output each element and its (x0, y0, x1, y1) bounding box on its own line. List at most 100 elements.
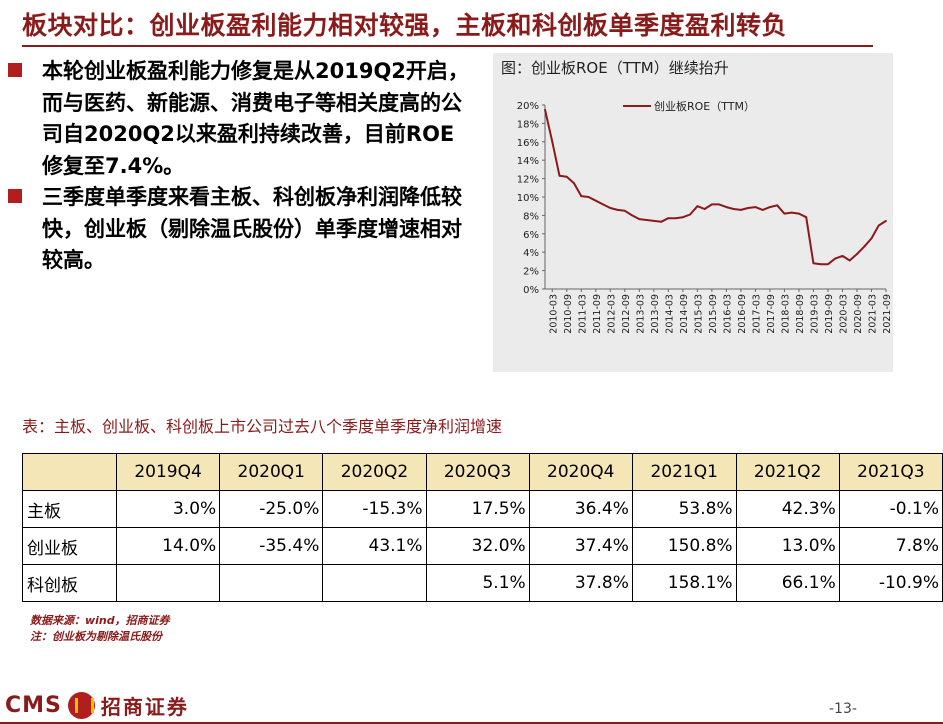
roe-data-point (834, 257, 837, 260)
roe-data-point (798, 212, 800, 215)
profit-growth-table: 2019Q4 2020Q1 2020Q2 2020Q3 2020Q4 2021Q… (22, 453, 943, 602)
table-cell: 14.0% (115, 527, 221, 565)
x-tick-label: 2021-03 (867, 294, 878, 334)
roe-data-point (587, 196, 590, 198)
y-tick-label: 12% (517, 175, 539, 186)
x-tick-label: 2012-03 (606, 294, 617, 334)
roe-data-point (681, 216, 684, 219)
roe-data-point (819, 263, 822, 266)
y-tick-label: 10% (517, 193, 539, 204)
roe-data-point (551, 140, 554, 143)
roe-data-point (616, 208, 619, 211)
table-header-cell: 2020Q3 (425, 453, 530, 491)
row-label: 主板 (22, 490, 117, 528)
table-cell: 3.0% (115, 490, 221, 528)
roe-data-point (754, 206, 757, 209)
roe-data-point (674, 217, 677, 220)
roe-data-point (732, 208, 735, 210)
y-tick-label: 14% (517, 156, 539, 167)
table-cell: 42.3% (735, 490, 840, 528)
table-header-cell: 2021Q2 (735, 453, 840, 491)
roe-data-point (841, 254, 844, 257)
paragraph-1: 本轮创业板盈利能力修复是从2019Q2开启，而与医药、新能源、消费电子等相关度高… (42, 59, 469, 178)
roe-data-point (565, 175, 568, 178)
x-tick-label: 2015-09 (708, 294, 719, 334)
x-tick-label: 2019-03 (809, 294, 820, 334)
row-label: 创业板 (22, 527, 117, 565)
page-number: -13- (829, 701, 857, 717)
data-source-note: 数据来源：wind，招商证券 (30, 614, 170, 627)
roe-data-point (660, 220, 662, 223)
roe-data-point (703, 208, 706, 210)
table-cell: 36.4% (528, 490, 633, 528)
roe-data-point (863, 245, 866, 248)
legend-label: 创业板ROE（TTM） (654, 99, 755, 113)
y-tick-label: 8% (523, 211, 539, 222)
table-cell: 37.4% (528, 527, 633, 565)
x-tick-label: 2016-09 (737, 294, 748, 334)
table-cell: 37.8% (528, 564, 633, 602)
table-header-cell (22, 453, 117, 491)
x-tick-label: 2020-09 (853, 294, 864, 334)
table-cell: 32.0% (425, 527, 530, 565)
table-cell: 13.0% (735, 527, 840, 565)
roe-data-point (594, 199, 597, 202)
roe-data-point (848, 259, 851, 262)
roe-data-point (739, 208, 742, 211)
x-tick-label: 2015-03 (693, 294, 704, 334)
table-cell: 150.8% (631, 527, 737, 565)
roe-data-point (747, 207, 750, 209)
x-tick-label: 2017-03 (751, 294, 762, 334)
roe-data-point (877, 224, 880, 227)
x-tick-label: 2010-03 (548, 294, 559, 334)
roe-line-chart: 0% 2% 4% 6% 8% 10% 12% 14% 16% 18% 20% 2010-03 2010-… (517, 99, 893, 334)
bullet-marker (8, 189, 22, 203)
table-header-cell: 2019Q4 (115, 453, 221, 491)
table-header-row: 2019Q4 2020Q1 2020Q2 2020Q3 2020Q4 2021Q… (22, 453, 943, 491)
table-row: 创业板 14.0% -35.4% 43.1% 32.0% 37.4% 150.8… (22, 527, 943, 565)
x-tick-label: 2019-09 (824, 294, 835, 334)
roe-data-point (689, 213, 692, 216)
bullet-marker (8, 63, 22, 77)
table-cell: -10.9% (838, 564, 943, 602)
table-row: 主板 3.0% -25.0% -15.3% 17.5% 36.4% 53.8% … (22, 490, 943, 528)
logo-cms-text: CMS (5, 692, 62, 718)
footnote: 注：创业板为剔除温氏股份 (30, 630, 162, 643)
x-tick-label: 2018-03 (780, 294, 791, 334)
roe-data-point (870, 237, 873, 240)
x-tick-label: 2013-03 (635, 294, 646, 334)
roe-data-point (885, 220, 887, 222)
roe-data-point (827, 263, 829, 266)
roe-chart-panel: 图：创业板ROE（TTM）继续抬升 0% 2% 4% 6% 8% 10% 12% 14% 16%… (493, 53, 893, 372)
logo-emblem-icon (67, 691, 95, 719)
x-tick-label: 2017-09 (766, 294, 777, 334)
roe-data-point (812, 262, 815, 265)
y-tick-label: 18% (517, 119, 539, 130)
x-tick-label: 2018-09 (795, 294, 806, 334)
x-tick-label: 2013-09 (650, 294, 661, 334)
table-header-cell: 2021Q1 (631, 453, 737, 491)
table-header-cell: 2020Q4 (528, 453, 633, 491)
table-cell: -0.1% (838, 490, 943, 528)
x-tick-label: 2010-09 (563, 294, 574, 334)
row-label: 科创板 (22, 564, 117, 602)
x-tick-label: 2014-09 (679, 294, 690, 334)
table-cell: 5.1% (425, 564, 530, 602)
table-cell: 17.5% (425, 490, 530, 528)
table-cell (115, 564, 221, 602)
roe-data-point (710, 203, 713, 206)
roe-data-point (652, 220, 655, 222)
chart-title: 图：创业板ROE（TTM）继续抬升 (501, 59, 729, 77)
roe-data-point (573, 182, 575, 185)
roe-data-point (631, 214, 633, 217)
roe-data-point (776, 204, 779, 207)
roe-data-point (638, 218, 641, 220)
y-tick-label: 16% (517, 138, 539, 149)
roe-data-point (718, 203, 721, 206)
roe-data-point (544, 108, 546, 111)
roe-data-point (790, 211, 793, 214)
table-header-cell: 2020Q2 (322, 453, 427, 491)
x-tick-label: 2016-03 (722, 294, 733, 334)
company-logo: CMS 招商证券 (5, 690, 189, 720)
table-header-cell: 2020Q1 (219, 453, 324, 491)
